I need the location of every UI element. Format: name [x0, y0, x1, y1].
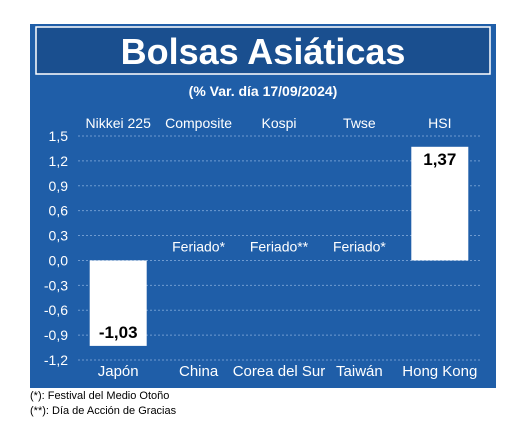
y-tick-label: 1,2	[49, 153, 69, 169]
grid-lines	[78, 135, 480, 361]
category-label: Japón	[98, 363, 139, 380]
value-label: 1,37	[423, 150, 456, 169]
holiday-label: Feriado**	[250, 238, 309, 254]
y-tick-label: -0,6	[44, 302, 68, 318]
category-label: Corea del Sur	[233, 363, 326, 380]
category-label: Taiwán	[336, 363, 383, 380]
chart-frame: Bolsas Asiáticas (% Var. día 17/09/2024)…	[30, 24, 496, 388]
y-tick-label: -0,3	[44, 277, 68, 293]
y-tick-label: 0,9	[49, 178, 69, 194]
index-name-label: Nikkei 225	[86, 115, 152, 131]
index-name-label: Composite	[165, 115, 232, 131]
bars	[89, 146, 469, 346]
y-tick-label: 0,3	[49, 228, 69, 244]
category-label: China	[179, 363, 219, 380]
bar	[89, 260, 147, 346]
index-name-label: Kospi	[261, 115, 296, 131]
index-name-label: Twse	[343, 115, 376, 131]
chart-title: Bolsas Asiáticas	[121, 31, 406, 72]
index-name-label: HSI	[428, 115, 451, 131]
y-tick-label: 0,6	[49, 203, 69, 219]
value-labels: -1,03 Feriado* Feriado** Feriado* 1,37	[99, 150, 457, 342]
y-tick-label: -0,9	[44, 327, 68, 343]
index-name-labels: Nikkei 225 Composite Kospi Twse HSI	[86, 115, 452, 131]
footnote-1: (*): Festival del Medio Otoño	[30, 390, 170, 402]
footnote-2: (**): Día de Acción de Gracias	[30, 405, 177, 417]
holiday-label: Feriado*	[172, 238, 225, 254]
category-label: Hong Kong	[402, 363, 477, 380]
value-label: -1,03	[99, 323, 138, 342]
y-tick-label: 1,5	[49, 128, 69, 144]
y-tick-label: -1,2	[44, 352, 68, 368]
chart-subtitle: (% Var. día 17/09/2024)	[189, 83, 338, 99]
holiday-label: Feriado*	[333, 238, 386, 254]
y-tick-label: 0,0	[49, 252, 69, 268]
title-band	[35, 26, 491, 75]
y-axis-ticks: 1,5 1,2 0,9 0,6 0,3 0,0 -0,3 -0,6 -0,9 -1,2	[44, 128, 68, 368]
category-labels: Japón China Corea del Sur Taiwán Hong Kong	[98, 363, 478, 380]
bar	[411, 146, 469, 261]
